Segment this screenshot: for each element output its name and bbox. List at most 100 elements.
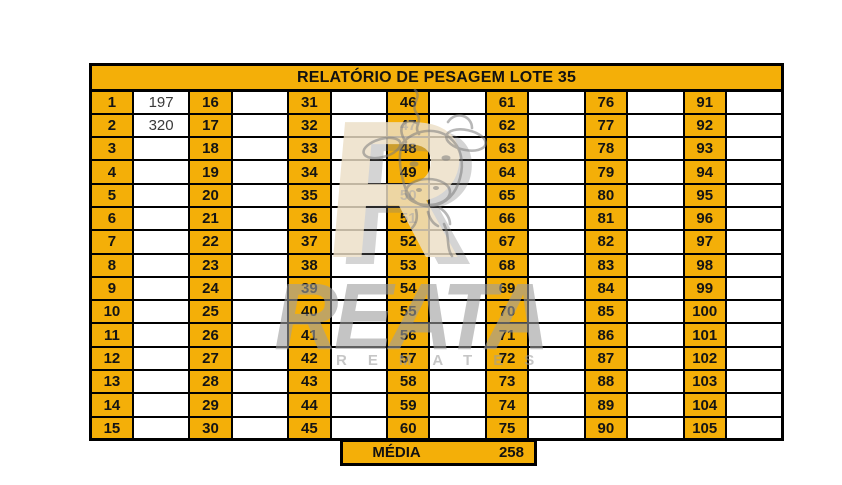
lot-number-cell: 22 xyxy=(188,229,233,255)
lot-number-cell: 38 xyxy=(287,252,332,278)
lot-number-cell: 5 xyxy=(89,182,134,208)
weight-value-cell xyxy=(131,182,191,208)
average-label: MÉDIA xyxy=(372,444,421,461)
weight-value-cell xyxy=(428,252,487,278)
lot-number-cell: 51 xyxy=(386,205,431,232)
lot-number-cell: 24 xyxy=(188,275,233,302)
weight-value-cell xyxy=(527,252,586,278)
weight-value-cell xyxy=(329,369,389,395)
lot-number-cell: 76 xyxy=(583,89,629,115)
lot-number-cell: 90 xyxy=(583,415,629,441)
weight-value-cell xyxy=(626,322,685,348)
weight-value-cell xyxy=(724,252,784,278)
lot-number-cell: 52 xyxy=(386,229,431,255)
weight-value-cell xyxy=(230,299,290,325)
weight-value-cell xyxy=(724,159,784,185)
lot-number-cell: 13 xyxy=(89,369,134,395)
weight-value-cell xyxy=(527,112,586,139)
lot-number-cell: 61 xyxy=(484,89,530,115)
weight-value-cell xyxy=(230,345,290,372)
weight-value-cell xyxy=(527,205,586,232)
lot-number-cell: 62 xyxy=(484,112,530,139)
lot-number-cell: 67 xyxy=(484,229,530,255)
weight-value-cell xyxy=(230,369,290,395)
weight-value-cell xyxy=(626,229,685,255)
weight-value-cell xyxy=(527,182,586,208)
weight-value-cell xyxy=(626,159,685,185)
weight-value-cell xyxy=(230,182,290,208)
weight-value-cell xyxy=(527,345,586,372)
lot-number-cell: 101 xyxy=(682,322,727,348)
lot-number-cell: 10 xyxy=(89,299,134,325)
grid-row: 12 27 42 57 72 87 102 xyxy=(89,345,784,372)
weight-value-cell xyxy=(626,369,685,395)
weight-value-cell xyxy=(428,345,487,372)
lot-number-cell: 85 xyxy=(583,299,629,325)
grid-row: 10 25 40 55 70 85 100 xyxy=(89,299,784,325)
lot-number-cell: 39 xyxy=(287,275,332,302)
lot-number-cell: 88 xyxy=(583,369,629,395)
grid-row: 8 23 38 53 68 83 98 xyxy=(89,252,784,278)
weight-value-cell xyxy=(626,392,685,418)
lot-number-cell: 75 xyxy=(484,415,530,441)
weight-value-cell xyxy=(428,229,487,255)
lot-number-cell: 73 xyxy=(484,369,530,395)
lot-number-cell: 29 xyxy=(188,392,233,418)
lot-number-cell: 55 xyxy=(386,299,431,325)
lot-number-cell: 31 xyxy=(287,89,332,115)
weight-value-cell xyxy=(131,392,191,418)
grid-row: 2 320 17 32 47 62 77 92 xyxy=(89,112,784,139)
lot-number-cell: 69 xyxy=(484,275,530,302)
lot-number-cell: 44 xyxy=(287,392,332,418)
weight-value-cell xyxy=(724,345,784,372)
weight-value-cell xyxy=(428,112,487,139)
weight-value-cell xyxy=(131,415,191,441)
weight-value-cell xyxy=(626,345,685,372)
lot-number-cell: 16 xyxy=(188,89,233,115)
weight-value-cell: 320 xyxy=(131,112,191,139)
weight-value-cell xyxy=(724,369,784,395)
lot-number-cell: 84 xyxy=(583,275,629,302)
lot-number-cell: 56 xyxy=(386,322,431,348)
report-title: RELATÓRIO DE PESAGEM LOTE 35 xyxy=(89,63,784,89)
lot-number-cell: 68 xyxy=(484,252,530,278)
lot-number-cell: 18 xyxy=(188,136,233,162)
lot-number-cell: 86 xyxy=(583,322,629,348)
lot-number-cell: 14 xyxy=(89,392,134,418)
lot-number-cell: 7 xyxy=(89,229,134,255)
weight-value-cell xyxy=(329,252,389,278)
weight-value-cell xyxy=(527,229,586,255)
weight-value-cell xyxy=(428,159,487,185)
weight-value-cell xyxy=(724,205,784,232)
weight-value-cell: 197 xyxy=(131,89,191,115)
lot-number-cell: 49 xyxy=(386,159,431,185)
lot-number-cell: 79 xyxy=(583,159,629,185)
weight-value-cell xyxy=(329,205,389,232)
lot-number-cell: 15 xyxy=(89,415,134,441)
lot-number-cell: 92 xyxy=(682,112,727,139)
weighing-grid-body: 1 197 16 31 46 61 76 91 2 320 17 32 47 62 77 92 3 18 33 48 6… xyxy=(89,89,784,441)
lot-number-cell: 87 xyxy=(583,345,629,372)
weight-value-cell xyxy=(527,392,586,418)
weight-value-cell xyxy=(626,275,685,302)
lot-number-cell: 40 xyxy=(287,299,332,325)
lot-number-cell: 95 xyxy=(682,182,727,208)
lot-number-cell: 100 xyxy=(682,299,727,325)
weighing-report-table: RELATÓRIO DE PESAGEM LOTE 35 1 197 16 31 46 6… xyxy=(89,63,784,442)
weight-value-cell xyxy=(626,415,685,441)
weight-value-cell xyxy=(230,252,290,278)
lot-number-cell: 66 xyxy=(484,205,530,232)
weight-value-cell xyxy=(329,322,389,348)
weight-value-cell xyxy=(527,299,586,325)
lot-number-cell: 64 xyxy=(484,159,530,185)
weight-value-cell xyxy=(527,136,586,162)
lot-number-cell: 80 xyxy=(583,182,629,208)
lot-number-cell: 102 xyxy=(682,345,727,372)
weight-value-cell xyxy=(230,159,290,185)
weight-value-cell xyxy=(724,136,784,162)
weight-value-cell xyxy=(131,159,191,185)
lot-number-cell: 17 xyxy=(188,112,233,139)
weight-value-cell xyxy=(131,252,191,278)
weight-value-cell xyxy=(329,415,389,441)
weight-value-cell xyxy=(428,136,487,162)
